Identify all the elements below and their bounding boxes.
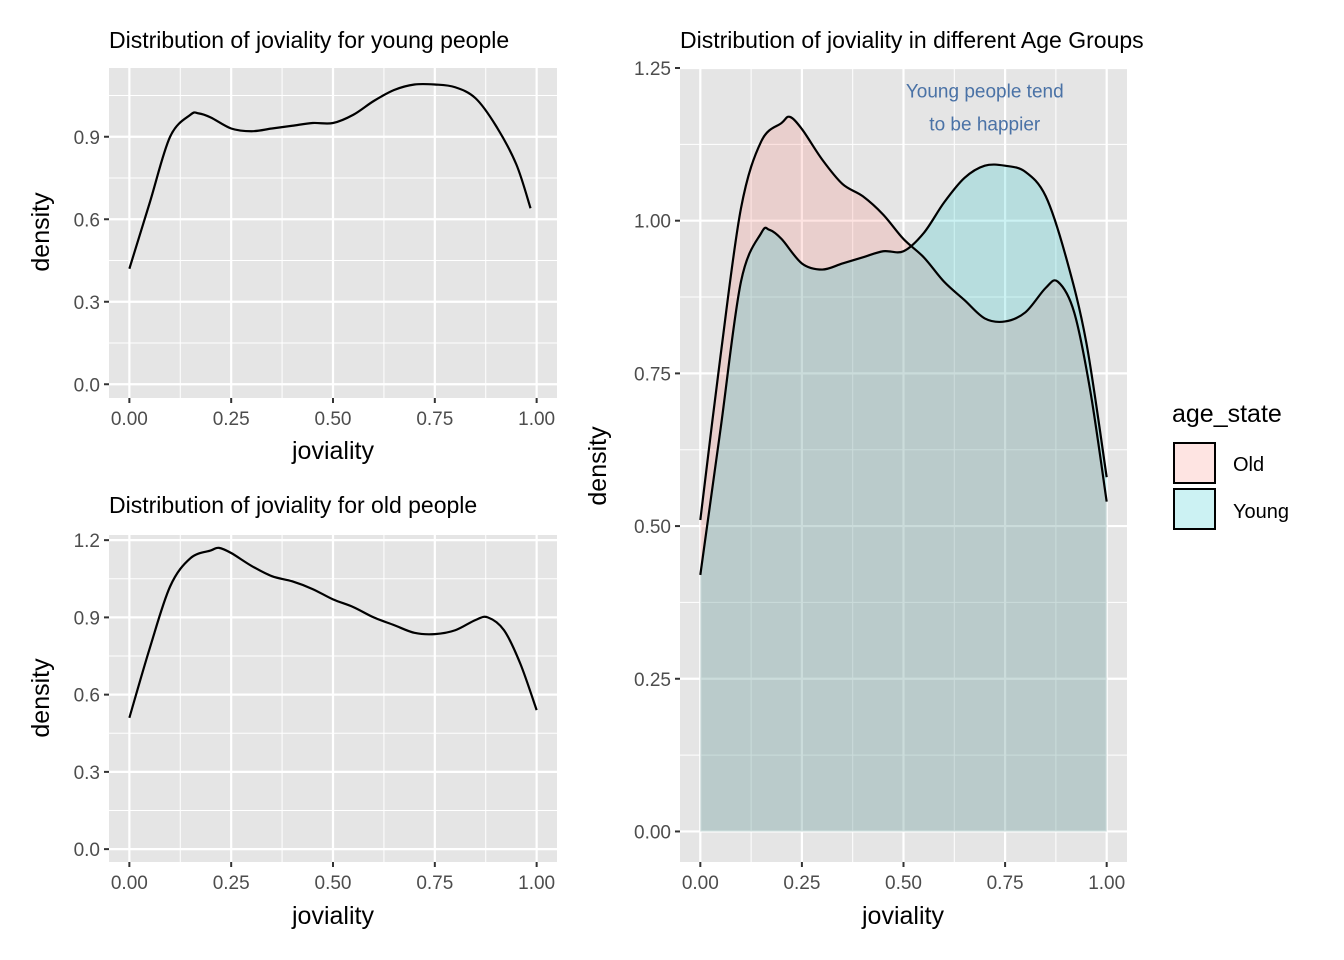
density-line-old [699,115,1108,521]
legend-key-old [1173,442,1216,484]
old-panel-title: Distribution of joviality for old people [109,492,477,518]
legend-key-young [1173,488,1216,530]
old-y-axis-title: density [27,658,55,738]
young-density-line [128,82,532,270]
old-x-axis-title: joviality [291,902,374,930]
old-x-tick-label: 1.00 [518,873,555,894]
combined-x-tick-label: 0.75 [987,873,1024,894]
young-x-tick-label: 1.00 [518,409,555,430]
old-y-tick-label: 0.6 [74,686,100,707]
combined-y-tick-label: 1.25 [634,59,671,80]
young-x-tick-label: 0.25 [213,409,250,430]
young-panel-title: Distribution of joviality for young peop… [109,27,509,53]
legend: age_state Old Young [1172,400,1289,530]
combined-x-tick-label: 0.00 [682,873,719,894]
young-y-tick-label: 0.9 [74,128,100,149]
combined-x-tick-label: 1.00 [1088,873,1125,894]
legend-label-old: Old [1233,454,1264,476]
young-density-panel: Distribution of joviality for young peop… [27,27,557,465]
combined-density-marks [699,115,1108,832]
old-x-tick-label: 0.75 [416,873,453,894]
old-y-tick-label: 0.9 [74,608,100,629]
young-y-tick-label: 0.6 [74,210,100,231]
young-y-tick-label: 0.3 [74,293,100,314]
old-x-tick-label: 0.00 [111,873,148,894]
annotation-line-1: Young people tend [906,82,1064,103]
young-axis-ticks: 0.00 0.25 0.50 0.75 1.00 0.0 0.3 0.6 0.9 [74,128,556,430]
young-y-tick-label: 0.0 [74,375,100,396]
young-x-tick-label: 0.50 [315,409,352,430]
old-y-tick-label: 1.2 [74,531,100,552]
combined-y-tick-label: 0.00 [634,822,671,843]
combined-axis-ticks: 0.00 0.25 0.50 0.75 1.00 0.00 0.25 0.50 0.75 1.00… [634,59,1125,894]
young-x-tick-label: 0.75 [416,409,453,430]
old-density-marks [128,546,538,719]
old-x-tick-label: 0.25 [213,873,250,894]
combined-y-tick-label: 0.50 [634,517,671,538]
old-y-tick-label: 0.0 [74,840,100,861]
old-x-tick-label: 0.50 [315,873,352,894]
young-grid [109,68,557,398]
old-y-tick-label: 0.3 [74,763,100,784]
combined-x-axis-title: joviality [861,902,944,930]
old-density-line [128,546,538,719]
combined-y-axis-title: density [584,426,612,506]
young-x-tick-label: 0.00 [111,409,148,430]
combined-x-tick-label: 0.25 [783,873,820,894]
combined-density-panel: Distribution of joviality in different A… [584,27,1144,930]
old-axis-ticks: 0.00 0.25 0.50 0.75 1.00 0.0 0.3 0.6 0.9 1.2 [74,531,556,894]
area-old [700,116,1107,832]
combined-y-tick-label: 0.25 [634,670,671,691]
annotation-line-2: to be happier [929,115,1041,136]
combined-grid [680,66,1127,862]
combined-y-tick-label: 1.00 [634,212,671,233]
combined-panel-title: Distribution of joviality in different A… [680,27,1144,53]
legend-title: age_state [1172,400,1282,428]
young-x-axis-title: joviality [291,437,374,465]
legend-label-young: Young [1233,501,1289,523]
area-young [700,164,1107,832]
young-y-axis-title: density [27,192,55,272]
combined-y-tick-label: 0.75 [634,364,671,385]
young-density-marks [128,82,532,270]
combined-x-tick-label: 0.50 [885,873,922,894]
old-density-panel: Distribution of joviality for old people… [27,492,557,930]
density-line-young [699,163,1108,576]
